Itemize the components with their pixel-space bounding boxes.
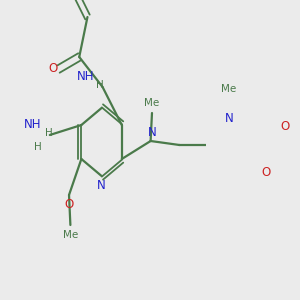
Text: Me: Me <box>221 84 236 94</box>
Text: O: O <box>49 62 58 76</box>
Text: Me: Me <box>63 230 78 240</box>
Text: O: O <box>64 199 74 212</box>
Text: N: N <box>148 127 156 140</box>
Text: N: N <box>224 112 233 125</box>
Text: Me: Me <box>144 98 160 108</box>
Text: O: O <box>280 121 290 134</box>
Text: N: N <box>97 179 106 192</box>
Text: O: O <box>261 167 271 179</box>
Text: H: H <box>45 128 52 138</box>
Text: NH: NH <box>24 118 42 131</box>
Text: NH: NH <box>77 70 94 83</box>
Text: H: H <box>34 142 42 152</box>
Text: H: H <box>96 80 104 90</box>
